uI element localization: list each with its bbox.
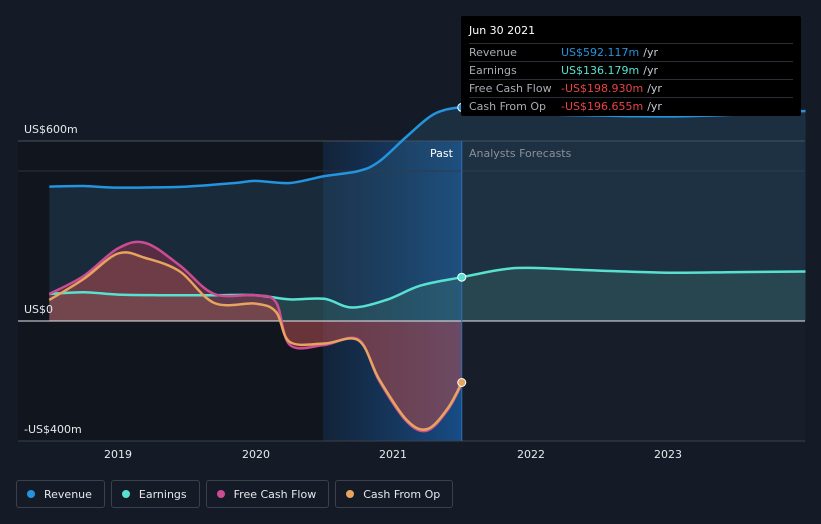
- tooltip-row-value: US$136.179m: [561, 64, 640, 77]
- tooltip-row-revenue: Revenue US$592.117m /yr: [469, 43, 793, 61]
- forecast-label: Analysts Forecasts: [469, 147, 572, 160]
- series-area-cash-from-op: [49, 252, 462, 430]
- marker-dot-earnings: [457, 272, 467, 282]
- tooltip-row-label: Cash From Op: [469, 100, 547, 113]
- cash-from-op-dot-icon: [346, 490, 355, 498]
- tooltip: Jun 30 2021 Revenue US$592.117m /yr Earn…: [461, 16, 801, 116]
- revenue-dot-icon: [27, 490, 35, 498]
- tooltip-row-value: -US$198.930m: [561, 82, 644, 95]
- series-line-cash-from-op: [48, 251, 463, 431]
- tooltip-row-unit: /yr: [643, 64, 658, 77]
- tooltip-date: Jun 30 2021: [469, 24, 536, 37]
- tooltip-row-label: Free Cash Flow: [469, 82, 552, 95]
- x-tick-label: 2021: [379, 448, 407, 461]
- past-highlight-band: [323, 141, 462, 441]
- tooltip-row-value: US$592.117m: [561, 46, 640, 59]
- series-area-free-cash-flow: [49, 241, 462, 432]
- legend-label: Revenue: [44, 487, 92, 501]
- series-area-revenue: [49, 107, 806, 322]
- x-tick-label: 2023: [654, 448, 682, 461]
- forecast-region: [461, 141, 805, 441]
- y-tick-label: -US$400m: [24, 423, 82, 436]
- tooltip-row-label: Earnings: [469, 64, 517, 77]
- series-area-earnings: [49, 267, 806, 321]
- tooltip-row-earnings: Earnings US$136.179m /yr: [469, 61, 793, 79]
- marker-dot-cash-from-op: [457, 378, 467, 387]
- x-tick-label: 2019: [104, 448, 132, 461]
- x-tick-label: 2022: [517, 448, 545, 461]
- tooltip-row-unit: /yr: [647, 82, 662, 95]
- legend-label: Cash From Op: [363, 487, 441, 501]
- x-tick-label: 2020: [242, 448, 270, 461]
- tooltip-row-cash-from-op: Cash From Op -US$196.655m /yr: [469, 97, 793, 115]
- tooltip-row-unit: /yr: [643, 46, 658, 59]
- y-tick-label: US$600m: [24, 123, 78, 136]
- tooltip-row-value: -US$196.655m: [561, 100, 644, 113]
- legend-label: Earnings: [138, 487, 187, 501]
- free-cash-flow-dot-icon: [216, 490, 225, 498]
- legend: Revenue Earnings Free Cash Flow Cash Fro…: [16, 480, 454, 508]
- legend-label: Free Cash Flow: [233, 487, 317, 501]
- tooltip-row-label: Revenue: [469, 46, 517, 59]
- legend-item-free-cash-flow[interactable]: Free Cash Flow: [205, 480, 330, 508]
- legend-item-revenue[interactable]: Revenue: [16, 480, 105, 508]
- legend-item-cash-from-op[interactable]: Cash From Op: [335, 480, 454, 508]
- legend-item-earnings[interactable]: Earnings: [110, 480, 200, 508]
- y-tick-label: US$0: [24, 303, 54, 316]
- earnings-dot-icon: [121, 490, 130, 498]
- past-label: Past: [430, 147, 453, 160]
- tooltip-row-unit: /yr: [647, 100, 662, 113]
- series-line-earnings: [49, 266, 806, 309]
- tooltip-row-free-cash-flow: Free Cash Flow -US$198.930m /yr: [469, 79, 793, 97]
